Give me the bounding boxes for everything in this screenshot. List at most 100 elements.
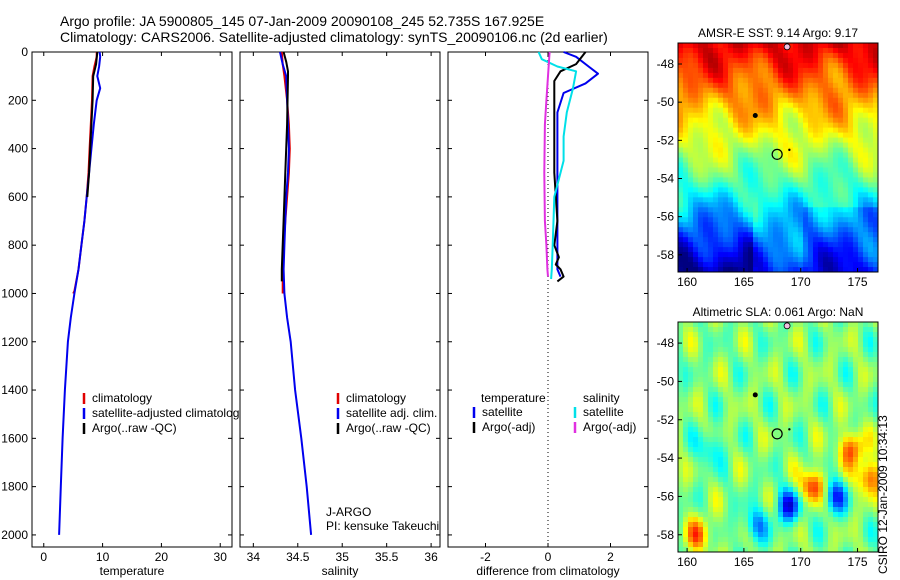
sst_map-cell	[848, 102, 854, 109]
sst_map-cell	[783, 202, 789, 208]
sla_map-cell	[728, 482, 734, 488]
sst_map-cell	[858, 242, 864, 248]
sla_map-cell	[733, 382, 739, 388]
sla_map-cell	[768, 427, 774, 433]
sst_map-cell	[768, 127, 774, 134]
sla_map-cell	[688, 427, 694, 433]
sst_map-cell	[813, 62, 819, 69]
sla_map-cell	[703, 377, 709, 383]
sst_map-cell	[873, 162, 879, 168]
sla_map-cell	[728, 542, 734, 548]
sst_map-cell	[828, 137, 834, 143]
sst_map-cell	[733, 187, 739, 193]
sla_map-cell	[763, 497, 769, 503]
sst_map-cell	[683, 67, 689, 74]
sla_map-cell	[768, 382, 774, 388]
sla_map-cell	[848, 497, 854, 503]
sst_map-cell	[778, 43, 784, 49]
sla_map-cell	[853, 482, 859, 488]
sst_map-cell	[753, 97, 759, 104]
sla_map-cell	[813, 522, 819, 528]
sla_map-cell	[793, 397, 799, 403]
sla_map-cell	[848, 362, 854, 368]
sst_map-cell	[768, 52, 774, 59]
temperature-ytick-label: 1800	[1, 480, 28, 494]
sst_map-cell	[843, 112, 849, 119]
sla_map-cell	[688, 332, 694, 338]
sla_map-cell	[683, 487, 689, 493]
sst_map-cell	[733, 87, 739, 94]
sst_map-cell	[783, 252, 789, 258]
sst_map-cell	[683, 157, 689, 163]
sla_map-cell	[853, 532, 859, 538]
sst_map-cell	[698, 207, 704, 213]
sst_map-cell	[758, 257, 764, 263]
sst_map-cell	[718, 117, 724, 124]
sst_map-cell	[678, 122, 684, 129]
sla_map-cell	[788, 392, 794, 398]
sla_map-cell	[853, 407, 859, 413]
sst_map-cell	[703, 117, 709, 124]
sla_map-cell	[773, 432, 779, 438]
sst_map-cell	[728, 127, 734, 134]
sla_map-cell	[823, 452, 829, 458]
sst_map-cell	[808, 187, 814, 193]
sla_map-cell	[758, 417, 764, 423]
sst_map-cell	[783, 237, 789, 243]
sla_map-cell	[758, 382, 764, 388]
sst_map-cell	[738, 237, 744, 243]
sst_map-cell	[698, 232, 704, 238]
sst_map-cell	[733, 152, 739, 158]
sla_map-cell	[773, 547, 779, 553]
sst_map-cell	[793, 97, 799, 104]
sst_map-cell	[768, 72, 774, 79]
sst_map-cell	[808, 267, 814, 273]
sst_map-cell	[833, 72, 839, 79]
sla_map-cell	[773, 522, 779, 528]
sla_map-cell	[748, 382, 754, 388]
sla_map-cell	[773, 452, 779, 458]
sst_map-cell	[723, 142, 729, 148]
sla_map-cell	[758, 322, 764, 328]
sst_map-cell	[723, 127, 729, 134]
sla_map-cell	[678, 482, 684, 488]
sst_map-cell	[813, 97, 819, 104]
sst_map-cell	[843, 82, 849, 89]
sst_map-cell	[748, 127, 754, 134]
sla_map-cell	[763, 422, 769, 428]
sst_map-cell	[713, 252, 719, 258]
sla_map-cell	[828, 337, 834, 343]
sst_map-cell	[803, 217, 809, 223]
sst_map-cell	[728, 227, 734, 233]
sla_map-cell	[788, 522, 794, 528]
sla_map-cell	[693, 487, 699, 493]
sla_map-cell	[713, 512, 719, 518]
sla_map-cell	[873, 352, 879, 358]
sla_map-cell	[753, 412, 759, 418]
sst_map-cell	[788, 82, 794, 89]
sla_map-cell	[818, 337, 824, 343]
sla_map-cell	[728, 472, 734, 478]
sla_map-cell	[738, 337, 744, 343]
sst_map-cell	[778, 212, 784, 218]
sla_map-cell	[753, 502, 759, 508]
sla_map-cell	[753, 462, 759, 468]
sst_map-cell	[728, 172, 734, 178]
sla_map-cell	[783, 462, 789, 468]
sst_map-float-position	[771, 148, 783, 160]
sla_map-cell	[803, 367, 809, 373]
sla_map-cell	[823, 462, 829, 468]
sst_map-cell	[823, 97, 829, 104]
sla_map-cell	[778, 512, 784, 518]
sla_map-cell	[843, 542, 849, 548]
sla_map-cell	[838, 342, 844, 348]
sst_map-cell	[713, 147, 719, 153]
sst_map-cell	[698, 47, 704, 54]
sst_map-cell	[843, 242, 849, 248]
sla_map-cell	[803, 442, 809, 448]
sla_map-island-marker	[788, 428, 791, 431]
sst_map-cell	[718, 202, 724, 208]
sst_map-cell	[728, 237, 734, 243]
sla_map-cell	[703, 502, 709, 508]
